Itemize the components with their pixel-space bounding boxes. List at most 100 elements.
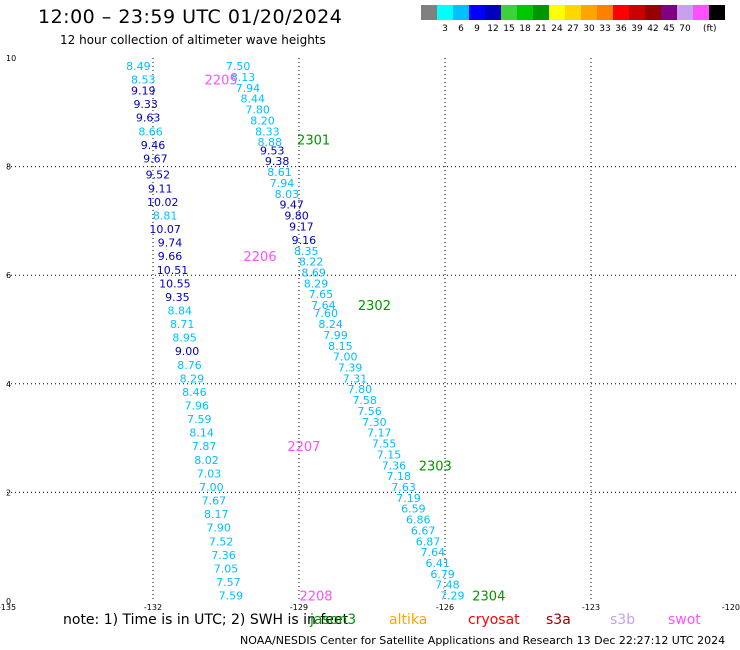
color-swatch <box>421 5 437 20</box>
color-scale-label: 18 <box>519 24 531 34</box>
pass-time-annotation: 2207 <box>287 440 320 455</box>
wave-height-label: 8.61 <box>267 166 292 179</box>
credit-line: NOAA/NESDIS Center for Satellite Applica… <box>240 634 726 647</box>
x-tick-label: -123 <box>582 603 600 612</box>
color-swatch <box>613 5 629 20</box>
wave-height-chart: -135-132-129-126-123-12002468108.498.539… <box>0 54 740 612</box>
wave-height-label: 9.47 <box>279 199 304 212</box>
wave-height-label: 7.87 <box>192 440 217 453</box>
pass-time-annotation: 2208 <box>299 590 332 605</box>
pass-time-annotation: 2304 <box>472 590 505 605</box>
color-swatch <box>469 5 485 20</box>
color-swatch <box>501 5 517 20</box>
wave-height-label: 7.96 <box>185 400 210 413</box>
x-tick-label: -129 <box>290 603 308 612</box>
wave-height-label: 9.38 <box>265 155 290 168</box>
footnote: note: 1) Time is in UTC; 2) SWH is in fe… <box>63 612 349 628</box>
wave-height-label: 10.02 <box>147 196 179 209</box>
satellite-legend-s3a: s3a <box>546 612 571 628</box>
wave-height-label: 7.59 <box>187 413 212 426</box>
wave-height-label: 7.00 <box>333 351 358 364</box>
wave-height-label: 7.60 <box>314 307 339 320</box>
wave-height-label: 9.00 <box>175 345 200 358</box>
satellite-legend-altika: altika <box>389 612 428 628</box>
color-swatch <box>437 5 453 20</box>
wave-height-label: 8.15 <box>328 340 353 353</box>
wave-height-label: 7.90 <box>206 522 231 535</box>
wave-height-label: 9.46 <box>141 139 166 152</box>
color-swatch <box>645 5 661 20</box>
wave-height-label: 8.88 <box>258 136 283 149</box>
color-scale-label: 70 <box>679 24 691 34</box>
wave-height-label: 9.67 <box>143 152 168 165</box>
wave-height-label: 8.24 <box>318 318 343 331</box>
wave-height-label: 10.55 <box>159 277 191 290</box>
wave-height-label: 7.94 <box>236 82 261 95</box>
wave-height-label: 8.81 <box>153 209 178 222</box>
y-tick-label: 4 <box>6 380 11 389</box>
wave-height-label: 7.58 <box>352 394 377 407</box>
wave-height-label: 7.05 <box>214 562 239 575</box>
pass-time-annotation: 2302 <box>358 299 391 314</box>
wave-height-label: 8.76 <box>177 359 202 372</box>
color-swatch <box>597 5 613 20</box>
wave-height-label: 9.17 <box>289 220 314 233</box>
wave-height-label: 8.44 <box>241 93 266 106</box>
wave-height-label: 8.13 <box>231 71 256 84</box>
color-scale-label: 42 <box>647 24 658 34</box>
wave-height-label: 7.52 <box>209 535 234 548</box>
wave-height-label: 7.65 <box>309 288 334 301</box>
wave-height-label: 9.35 <box>165 291 190 304</box>
y-tick-label: 10 <box>6 54 16 63</box>
x-tick-label: -135 <box>0 603 16 612</box>
wave-height-label: 7.56 <box>357 405 382 418</box>
wave-height-label: 8.46 <box>182 386 207 399</box>
pass-time-annotation: 2205 <box>205 74 238 89</box>
x-tick-label: -132 <box>144 603 162 612</box>
color-scale-unit: (ft) <box>703 24 717 34</box>
wave-height-label: 7.94 <box>270 177 295 190</box>
wave-height-label: 7.48 <box>435 579 460 592</box>
wave-height-label: 6.87 <box>416 535 441 548</box>
color-swatch <box>661 5 677 20</box>
wave-height-label: 7.50 <box>226 60 251 73</box>
color-swatch <box>453 5 469 20</box>
pass-time-annotation: 2303 <box>419 459 452 474</box>
wave-height-label: 9.11 <box>148 182 173 195</box>
wave-height-label: 9.74 <box>158 237 183 250</box>
color-scale-label: 27 <box>567 24 578 34</box>
wave-height-label: 8.20 <box>250 114 275 127</box>
wave-height-label: 8.71 <box>170 318 195 331</box>
wave-height-label: 9.52 <box>146 169 171 182</box>
wave-height-label: 8.49 <box>126 60 151 73</box>
wave-height-label: 7.57 <box>216 576 241 589</box>
x-tick-label: -126 <box>436 603 454 612</box>
wave-height-label: 9.80 <box>284 209 309 222</box>
color-swatch <box>485 5 501 20</box>
wave-height-label: 7.99 <box>323 329 348 342</box>
wave-height-label: 8.35 <box>294 245 319 258</box>
color-scale-label: 3 <box>442 24 448 34</box>
wave-height-label: 7.29 <box>440 590 465 603</box>
color-scale-label: 21 <box>535 24 546 34</box>
wave-height-label: 7.31 <box>343 372 368 385</box>
wave-height-label: 8.22 <box>299 256 324 269</box>
wave-height-label: 6.59 <box>401 503 426 516</box>
wave-height-label: 6.86 <box>406 514 431 527</box>
wave-height-label: 7.59 <box>219 590 244 603</box>
wave-height-label: 7.15 <box>377 448 402 461</box>
wave-height-label: 7.18 <box>387 470 412 483</box>
color-swatch <box>581 5 597 20</box>
color-scale-label: 24 <box>551 24 563 34</box>
color-swatch <box>533 5 549 20</box>
color-swatch <box>677 5 693 20</box>
color-swatch <box>629 5 645 20</box>
wave-height-label: 7.30 <box>362 416 387 429</box>
color-swatch <box>517 5 533 20</box>
wave-height-label: 8.53 <box>131 74 156 87</box>
wave-height-label: 8.66 <box>138 125 163 138</box>
wave-height-label: 7.80 <box>245 104 270 117</box>
color-scale-legend: 3 6 9 12 15 18 21 24 27 30 33 36 39 42 45 70 (ft) <box>421 5 725 34</box>
wave-height-label: 7.19 <box>396 492 421 505</box>
satellite-legend-cryosat: cryosat <box>468 612 520 628</box>
